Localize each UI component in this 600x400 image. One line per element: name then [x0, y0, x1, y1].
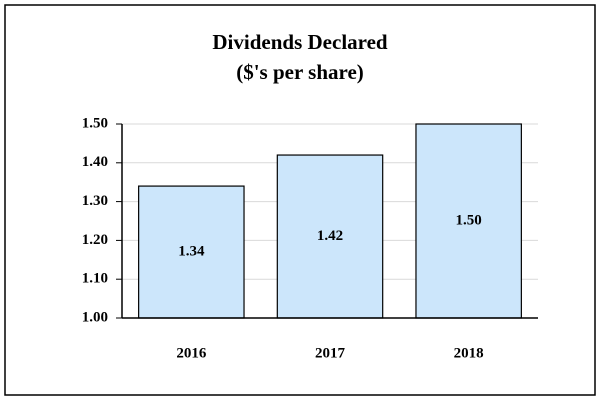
chart-title: Dividends Declared	[212, 30, 388, 54]
y-tick-label: 1.40	[82, 154, 108, 170]
x-tick-label: 2018	[454, 345, 484, 361]
bar	[276, 154, 384, 319]
y-tick-label: 1.10	[82, 271, 108, 287]
y-tick-label: 1.20	[82, 232, 108, 248]
x-tick-label: 2017	[315, 345, 346, 361]
value-label: 1.34	[178, 243, 205, 259]
y-tick-label: 1.00	[82, 309, 108, 325]
y-tick-label: 1.50	[82, 115, 108, 131]
value-label: 1.50	[456, 212, 482, 228]
x-tick-label: 2016	[176, 345, 207, 361]
value-label: 1.42	[317, 228, 343, 244]
y-tick-label: 1.30	[82, 193, 108, 209]
bar	[138, 185, 245, 319]
chart-subtitle: ($'s per share)	[236, 60, 364, 84]
